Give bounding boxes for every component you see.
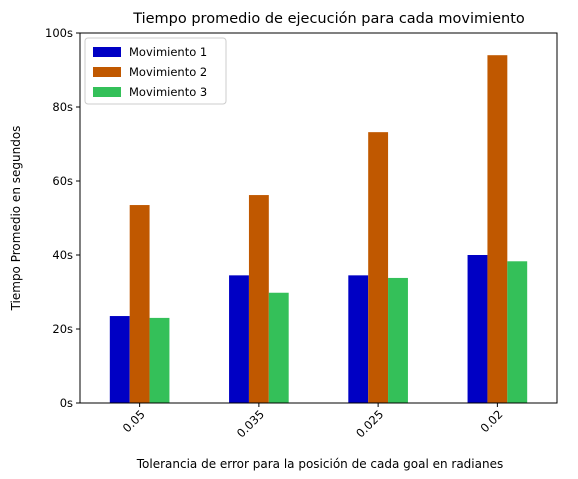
bar-2-0.02 [487,55,508,403]
y-tick-label: 40s [52,248,73,262]
x-tick-label: 0.02 [477,407,505,435]
bar-3-0.035 [268,292,289,403]
legend-label-2: Movimiento 2 [129,65,207,79]
bars-group [109,55,528,403]
y-tick-label: 20s [52,322,73,336]
legend-swatch-2 [93,67,121,77]
x-axis-label: Tolerancia de error para la posición de … [136,457,503,471]
y-axis-label: Tiempo Promedio en segundos [9,126,23,312]
bar-2-0.035 [248,195,269,403]
x-tick-label: 0.025 [353,407,386,440]
bar-1-0.025 [348,275,369,403]
bar-3-0.02 [507,261,528,403]
y-tick-label: 80s [52,100,73,114]
legend-label-3: Movimiento 3 [129,85,207,99]
legend-swatch-3 [93,87,121,97]
y-tick-label: 100s [45,26,73,40]
bar-1-0.05 [109,316,130,403]
y-axis: 0s 20s 40s 60s 80s 100s [45,26,80,410]
y-tick-label: 60s [52,174,73,188]
y-tick-label: 0s [60,396,73,410]
chart-title: Tiempo promedio de ejecución para cada m… [132,11,525,27]
x-tick-label: 0.05 [120,407,148,435]
legend-label-1: Movimiento 1 [129,45,207,59]
bar-2-0.025 [368,132,389,403]
bar-2-0.05 [129,205,150,403]
legend-swatch-1 [93,47,121,57]
x-axis: 0.05 0.035 0.025 0.02 [120,403,505,440]
legend: Movimiento 1 Movimiento 2 Movimiento 3 [84,37,227,105]
bar-3-0.025 [388,277,408,403]
bar-1-0.02 [467,255,488,403]
x-tick-label: 0.035 [234,407,267,440]
bar-3-0.05 [149,317,170,403]
bar-1-0.035 [229,275,249,403]
plot-frame [79,32,558,404]
